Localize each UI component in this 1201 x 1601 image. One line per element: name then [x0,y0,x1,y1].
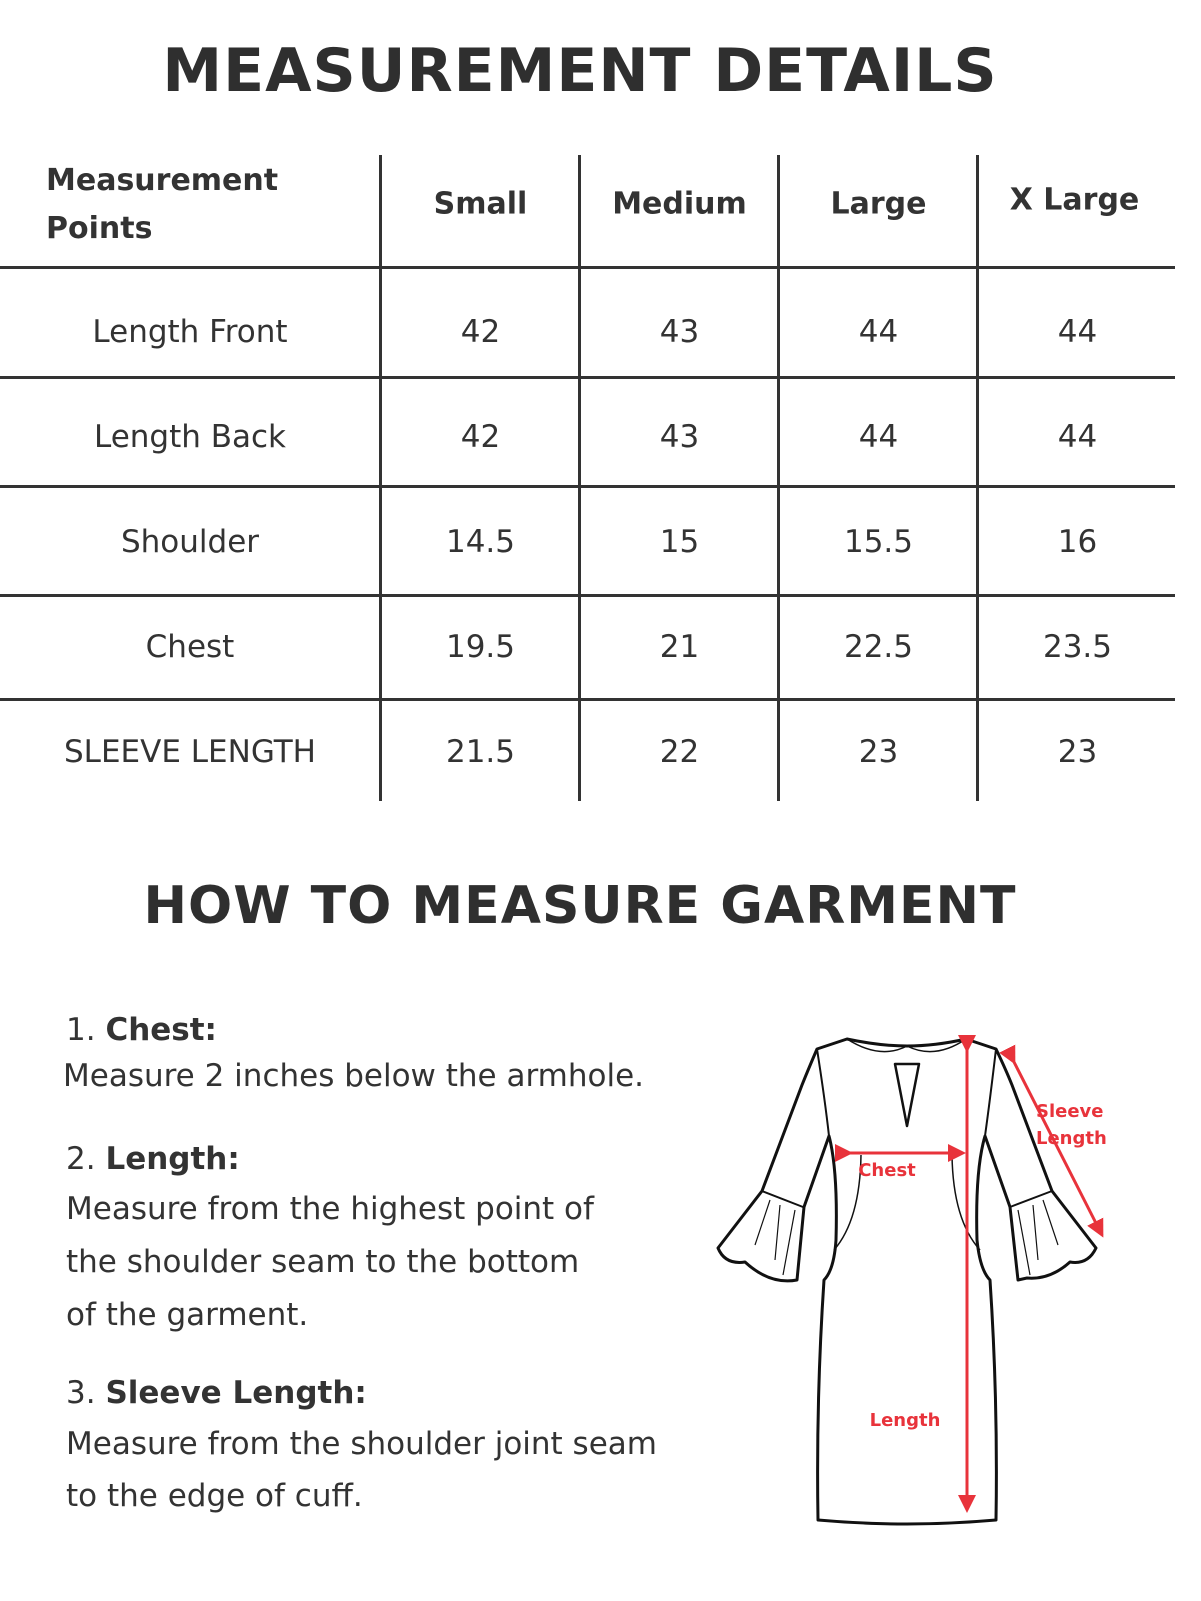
row-label: Length Front [92,314,288,350]
sleeve-label: Length [1036,1128,1107,1149]
step-number: 3. [66,1375,96,1411]
row-label: Chest [145,629,235,665]
step-text: Measure from the shoulder joint seam [66,1426,657,1462]
step-name: Sleeve Length: [105,1375,367,1411]
column-divider [578,155,581,801]
chest-label: Chest [858,1160,916,1181]
header-small: Small [433,186,528,222]
column-divider [777,155,780,801]
table-cell: 21.5 [445,734,516,770]
measurement-arrows [835,1035,1104,1513]
table-cell: 15 [659,524,700,560]
section-title: HOW TO MEASURE GARMENT [143,876,1017,936]
step-text: of the garment. [66,1297,309,1333]
step-text: the shoulder seam to the bottom [66,1244,580,1280]
header-large: Large [830,186,927,222]
step-text: Measure 2 inches below the armhole. [63,1058,645,1094]
step-text: Measure from the highest point of [66,1191,594,1227]
header-x-large: X Large [1009,182,1140,218]
step-sleeve-heading: 3. Sleeve Length: [66,1375,367,1411]
sleeve-label: Sleeve [1036,1101,1104,1122]
header-measurement-points: Measurement Points [46,157,366,253]
table-cell: 16 [1057,524,1098,560]
table-cell: 44 [1057,419,1098,455]
length-label: Length [870,1410,941,1431]
sleeve-length-arrow [999,1044,1104,1238]
table-cell: 14.5 [445,524,516,560]
row-label: SLEEVE LENGTH [64,734,316,770]
row-label: Length Back [93,419,287,455]
row-divider [0,485,1175,488]
table-cell: 22.5 [843,629,914,665]
row-divider [0,698,1175,701]
table-cell: 21 [659,629,700,665]
table-cell: 23 [1057,734,1098,770]
header-line: Measurement [46,163,279,198]
step-name: Chest: [105,1012,217,1048]
table-cell: 43 [659,314,700,350]
dress-outline-icon [716,1037,1098,1526]
table-cell: 23 [858,734,899,770]
row-label: Shoulder [120,524,260,560]
header-medium: Medium [612,186,747,222]
table-cell: 19.5 [445,629,516,665]
step-length-heading: 2. Length: [66,1141,240,1177]
table-cell: 43 [659,419,700,455]
table-cell: 44 [858,419,899,455]
step-number: 2. [66,1141,96,1177]
page-title: MEASUREMENT DETAILS [162,36,998,106]
table-cell: 23.5 [1042,629,1113,665]
table-cell: 42 [460,419,501,455]
column-divider [379,155,382,801]
row-divider [0,594,1175,597]
header-line: Points [46,211,153,246]
table-cell: 44 [858,314,899,350]
step-text: to the edge of cuff. [66,1478,363,1514]
table-cell: 22 [659,734,700,770]
row-divider [0,266,1175,269]
column-divider [976,155,979,801]
step-number: 1. [66,1012,96,1048]
table-cell: 44 [1057,314,1098,350]
step-chest-heading: 1. Chest: [66,1012,217,1048]
row-divider [0,376,1175,379]
step-name: Length: [105,1141,240,1177]
table-cell: 42 [460,314,501,350]
table-cell: 15.5 [843,524,914,560]
